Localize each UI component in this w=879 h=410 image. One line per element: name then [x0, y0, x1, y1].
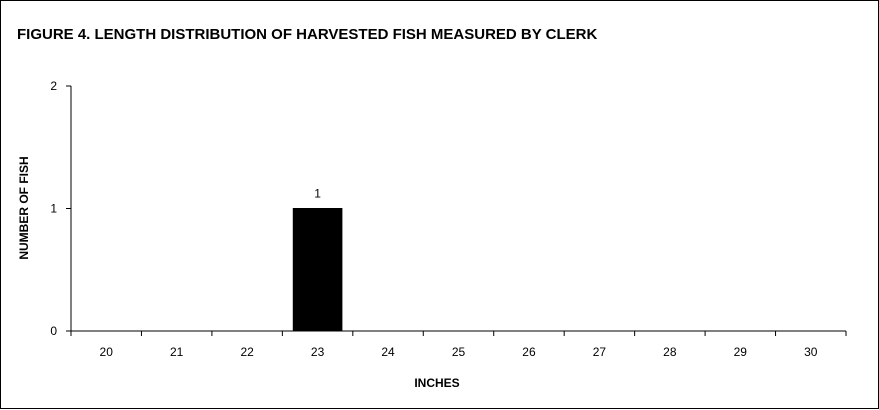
labels: 0 1 2 20 21 22 23 1 24 25 26 27 28 29 30: [50, 79, 817, 359]
x-tick-label: 28: [663, 345, 677, 359]
x-tick-label: 26: [522, 345, 536, 359]
bars: [292, 208, 343, 332]
chart-title: FIGURE 4. LENGTH DISTRIBUTION OF HARVEST…: [17, 26, 598, 43]
x-tick-label: 29: [734, 345, 748, 359]
x-tick-label: 23: [311, 345, 325, 359]
y-tick-label: 0: [50, 324, 57, 338]
x-tick-label: 30: [804, 345, 818, 359]
y-axis-title: NUMBER OF FISH: [17, 156, 31, 259]
x-tick-label: 27: [593, 345, 607, 359]
bar: [292, 208, 343, 332]
axes: [66, 85, 847, 336]
data-label: 1: [314, 187, 321, 201]
x-tick-label: 22: [240, 345, 254, 359]
x-tick-label: 24: [381, 345, 395, 359]
x-axis-title: INCHES: [414, 376, 459, 390]
y-tick-label: 2: [50, 79, 57, 93]
x-tick-label: 21: [170, 345, 184, 359]
x-tick-label: 20: [100, 345, 114, 359]
x-tick-label: 25: [452, 345, 466, 359]
y-tick-label: 1: [50, 202, 57, 216]
